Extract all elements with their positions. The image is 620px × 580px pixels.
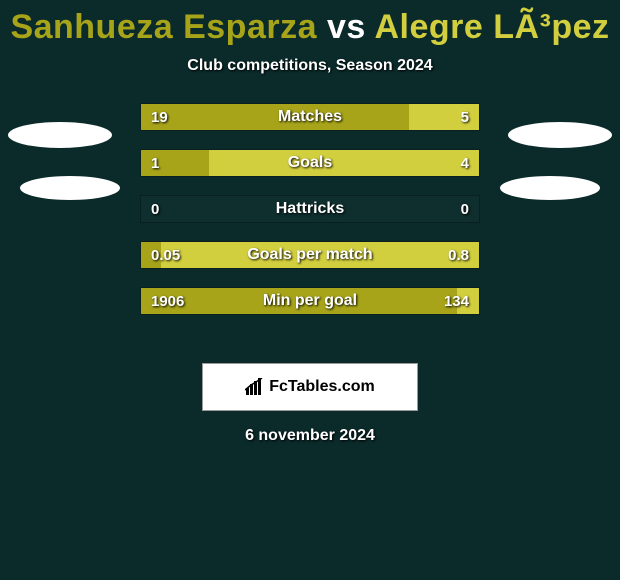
bar-right: [161, 242, 479, 268]
bar-left: [141, 150, 209, 176]
bar-left: [141, 288, 457, 314]
player1-name: Sanhueza Esparza: [10, 8, 317, 46]
decorative-ellipse: [508, 122, 612, 148]
brand-text: FcTables.com: [269, 378, 375, 396]
stat-value-left: 0: [151, 196, 159, 222]
brand-box: FcTables.com: [202, 363, 418, 411]
stat-row: Min per goal1906134: [140, 287, 480, 315]
stat-row: Goals14: [140, 149, 480, 177]
date-text: 6 november 2024: [0, 427, 620, 445]
decorative-ellipse: [500, 176, 600, 200]
vs-separator: vs: [327, 8, 366, 46]
bar-right: [409, 104, 479, 130]
bar-left: [141, 242, 161, 268]
bar-chart-icon: [245, 378, 265, 396]
page-title: Sanhueza Esparza vs Alegre LÃ³pez: [0, 8, 620, 47]
bar-right: [209, 150, 479, 176]
stat-value-right: 0: [461, 196, 469, 222]
player2-name: Alegre LÃ³pez: [374, 8, 609, 46]
subtitle: Club competitions, Season 2024: [0, 57, 620, 75]
stat-row: Matches195: [140, 103, 480, 131]
decorative-ellipse: [20, 176, 120, 200]
bar-right: [457, 288, 479, 314]
stat-row: Hattricks0 0: [140, 195, 480, 223]
stat-label: Hattricks: [141, 196, 479, 222]
infographic-container: Sanhueza Esparza vs Alegre LÃ³pez Club c…: [0, 0, 620, 445]
decorative-ellipse: [8, 122, 112, 148]
bar-left: [141, 104, 409, 130]
stat-row: Goals per match0.050.8: [140, 241, 480, 269]
